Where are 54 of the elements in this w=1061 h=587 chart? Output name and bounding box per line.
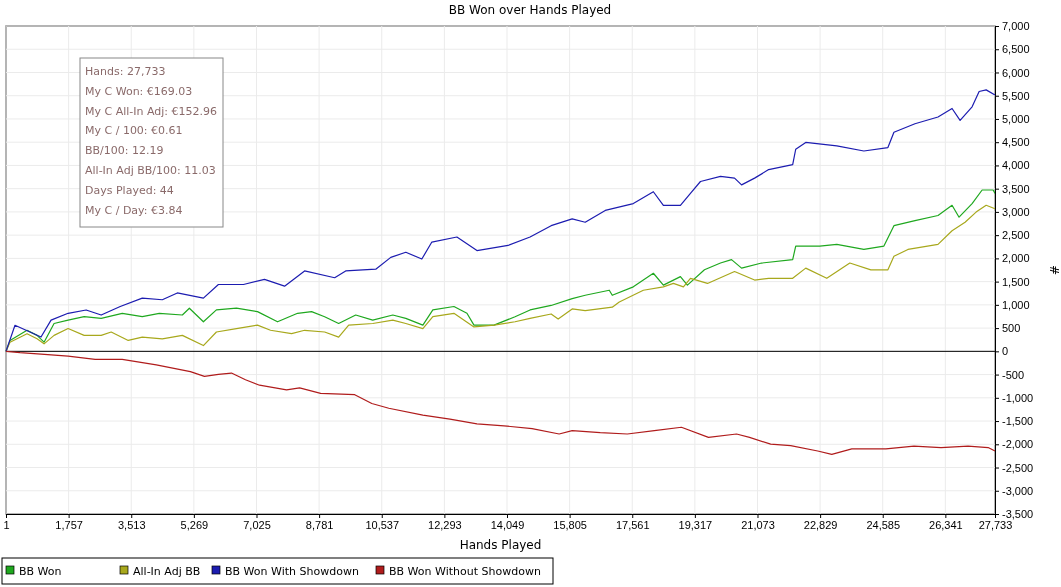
y-tick-label: -2,500 (1002, 461, 1034, 474)
annotation: My C Won: €169.03 (85, 84, 193, 98)
annotation: All-In Adj BB/100: 11.03 (85, 164, 216, 177)
y-tick-label: 2,500 (1002, 229, 1030, 242)
x-tick-label: 3,513 (117, 518, 146, 531)
legend-label: BB Won With Showdown (225, 565, 359, 578)
x-tick-label: 19,317 (678, 518, 713, 531)
annotation: My C All-In Adj: €152.96 (85, 104, 218, 118)
x-tick-label: 24,585 (866, 518, 901, 531)
x-axis-title: Hands Played (459, 538, 542, 552)
annotation: BB/100: 12.19 (85, 144, 164, 158)
annotation: Hands: 27,733 (85, 65, 166, 78)
annotation: Days Played: 44 (85, 183, 174, 197)
legend-label: All-In Adj BB (133, 565, 201, 578)
y-tick-label: -500 (1002, 368, 1025, 381)
x-tick-label: 26,341 (929, 518, 963, 531)
y-tick-label: 4,500 (1002, 136, 1030, 149)
y-tick-label: 500 (1002, 322, 1021, 335)
chart-title: BB Won over Hands Played (448, 3, 612, 17)
x-tick-label: 12,293 (428, 518, 462, 531)
y-tick-label: -1,500 (1002, 415, 1034, 428)
y-tick-label: 4,000 (1002, 159, 1030, 172)
y-axis-title: # (1047, 264, 1061, 276)
x-tick-label: 21,073 (741, 518, 775, 531)
y-tick-label: 5,000 (1002, 112, 1030, 125)
y-tick-label: 6,000 (1002, 66, 1030, 79)
y-tick-label: 3,000 (1002, 205, 1030, 218)
legend-label: BB Won (19, 565, 62, 578)
x-tick-label: 5,269 (180, 518, 209, 531)
y-tick-label: 0 (1002, 345, 1009, 358)
y-tick-label: 7,000 (1002, 20, 1030, 33)
y-tick-label: 1,000 (1002, 298, 1030, 311)
y-tick-label: 3,500 (1002, 182, 1030, 195)
legend-label: BB Won Without Showdown (389, 565, 541, 578)
y-tick-label: -3,500 (1002, 508, 1034, 521)
x-tick-label: 10,537 (365, 518, 400, 531)
y-tick-label: -1,000 (1002, 391, 1034, 404)
x-tick-label: 8,781 (305, 518, 334, 531)
annotation: My C / 100: €0.61 (85, 124, 183, 138)
y-tick-label: 6,500 (1002, 43, 1030, 56)
x-tick-label: 1 (3, 518, 10, 531)
x-tick-label: 22,829 (803, 518, 838, 531)
x-tick-label: 17,561 (615, 518, 650, 531)
x-tick-label: 14,049 (490, 518, 525, 531)
y-tick-label: 1,500 (1002, 275, 1030, 288)
y-tick-label: -2,000 (1002, 438, 1034, 451)
y-tick-label: 5,500 (1002, 89, 1030, 102)
x-tick-label: 7,025 (243, 518, 271, 531)
y-tick-label: -3,000 (1002, 484, 1034, 497)
x-tick-label: 15,805 (553, 518, 587, 531)
x-tick-label: 1,757 (55, 518, 83, 531)
x-tick-label: 27,733 (978, 518, 1013, 531)
y-tick-label: 2,000 (1002, 252, 1030, 265)
annotation: My C / Day: €3.84 (85, 203, 183, 217)
